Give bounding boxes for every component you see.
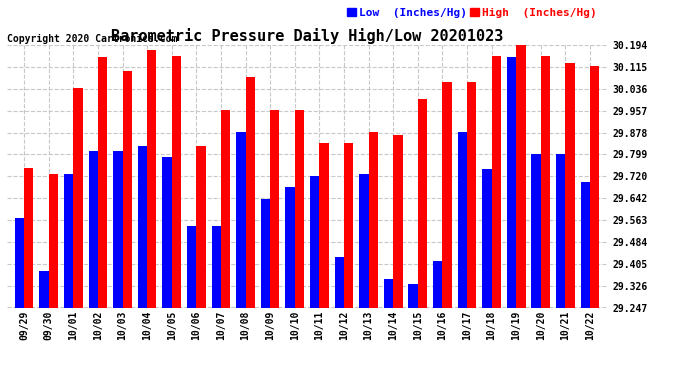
Bar	[393, 135, 402, 308]
Bar	[98, 57, 107, 308]
Bar	[467, 82, 476, 308]
Bar	[516, 45, 526, 308]
Bar	[295, 110, 304, 308]
Text: Copyright 2020 Cartronics.com: Copyright 2020 Cartronics.com	[7, 34, 177, 44]
Bar	[541, 56, 550, 308]
Bar	[162, 157, 172, 308]
Bar	[113, 152, 123, 308]
Bar	[531, 154, 541, 308]
Bar	[417, 99, 427, 308]
Bar	[590, 66, 600, 308]
Bar	[261, 199, 270, 308]
Legend: Low  (Inches/Hg), High  (Inches/Hg): Low (Inches/Hg), High (Inches/Hg)	[342, 3, 602, 22]
Bar	[64, 174, 73, 308]
Title: Barometric Pressure Daily High/Low 20201023: Barometric Pressure Daily High/Low 20201…	[111, 28, 503, 44]
Bar	[335, 257, 344, 307]
Bar	[14, 218, 24, 308]
Bar	[123, 71, 132, 308]
Bar	[565, 63, 575, 308]
Bar	[556, 154, 565, 308]
Bar	[73, 88, 83, 308]
Bar	[368, 132, 378, 308]
Bar	[212, 226, 221, 308]
Bar	[491, 56, 501, 308]
Bar	[88, 152, 98, 308]
Bar	[236, 132, 246, 308]
Bar	[310, 176, 319, 308]
Bar	[172, 56, 181, 308]
Bar	[39, 271, 49, 308]
Bar	[138, 146, 147, 308]
Bar	[433, 261, 442, 308]
Bar	[344, 143, 353, 308]
Bar	[408, 285, 417, 308]
Bar	[319, 143, 328, 308]
Bar	[507, 57, 516, 308]
Bar	[270, 110, 279, 308]
Bar	[221, 110, 230, 308]
Bar	[442, 82, 452, 308]
Bar	[49, 174, 58, 308]
Bar	[359, 174, 368, 308]
Bar	[580, 182, 590, 308]
Bar	[246, 76, 255, 308]
Bar	[457, 132, 467, 308]
Bar	[482, 170, 491, 308]
Bar	[286, 188, 295, 308]
Bar	[384, 279, 393, 308]
Bar	[187, 226, 197, 308]
Bar	[24, 168, 34, 308]
Bar	[197, 146, 206, 308]
Bar	[147, 50, 157, 308]
